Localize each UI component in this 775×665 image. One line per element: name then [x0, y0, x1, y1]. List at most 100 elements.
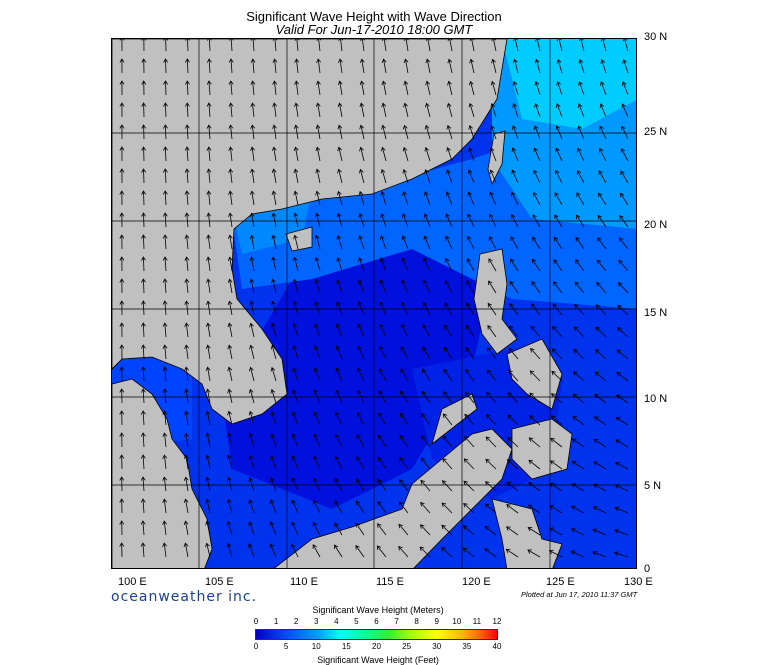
wave-arrow-head [512, 102, 517, 108]
wave-arrow [143, 234, 145, 250]
wave-arrow-head [163, 102, 168, 107]
wave-arrow-head [622, 58, 627, 64]
wave-arrow [580, 39, 585, 52]
wave-arrow-head [594, 371, 600, 376]
wave-arrow-head [399, 456, 404, 462]
wave-arrow-head [618, 259, 623, 265]
wave-arrow-head [379, 279, 385, 285]
wave-arrow [464, 436, 475, 448]
wave-arrow [142, 476, 145, 492]
plotted-timestamp: Plotted at Jun 17, 2010 11:37 GMT [521, 590, 638, 599]
wave-arrow-head [205, 388, 211, 394]
legend-meters-tick: 1 [273, 617, 279, 626]
wave-arrow-head [466, 280, 471, 285]
wave-arrow [360, 169, 365, 184]
wave-arrow [403, 191, 409, 206]
wave-arrow [270, 521, 277, 536]
wave-arrow-head [571, 460, 577, 466]
wave-arrow-head [529, 392, 534, 398]
wave-arrow [614, 529, 629, 536]
wave-arrow [377, 501, 387, 514]
wave-arrow-head [420, 501, 425, 507]
wave-map[interactable] [111, 38, 637, 569]
wave-arrow [359, 213, 365, 228]
wave-arrow-head [530, 325, 535, 331]
wave-arrow-head [381, 124, 386, 130]
wave-arrow-head [598, 192, 603, 198]
wave-arrow-head [316, 80, 321, 85]
wave-arrow-head [619, 214, 624, 220]
wave-arrow [318, 39, 321, 52]
wave-arrow [444, 324, 453, 338]
wave-arrow-head [269, 477, 275, 482]
wave-arrow [143, 212, 145, 228]
wave-arrow [463, 503, 475, 514]
wave-arrow-head [441, 546, 446, 552]
wave-arrow-head [573, 326, 579, 331]
wave-arrow-head [509, 280, 514, 286]
wave-arrow-head [336, 212, 342, 218]
wave-arrow-head [228, 212, 233, 217]
lon-label-115e: 115 E [376, 576, 404, 588]
wave-arrow [228, 477, 233, 492]
wave-arrow-head [402, 168, 408, 174]
wave-arrow-head [248, 410, 254, 416]
wave-arrow-head [270, 433, 275, 438]
lat-label-0: 0 [644, 563, 651, 575]
wave-arrow-head [599, 147, 604, 153]
wave-arrow-head [183, 498, 189, 504]
wave-arrow-head [489, 169, 495, 175]
wave-arrow-head [571, 483, 577, 488]
wave-arrow [208, 147, 211, 162]
wave-arrow-head [249, 234, 255, 240]
wave-arrow [508, 370, 519, 382]
wave-arrow [449, 39, 453, 52]
wave-arrow-head [162, 432, 168, 437]
wave-arrow [382, 103, 387, 118]
wave-arrow [599, 126, 607, 140]
wave-arrow-head [488, 236, 494, 241]
wave-arrow [465, 347, 475, 360]
wave-arrow-head [140, 366, 146, 371]
wave-arrow [360, 103, 365, 118]
wave-arrow-head [464, 413, 469, 419]
wave-arrow-head [400, 346, 405, 351]
wave-arrow [248, 543, 255, 558]
wave-arrow-head [467, 169, 473, 174]
wave-arrow-head [572, 416, 577, 421]
wave-arrow [229, 257, 233, 272]
wave-arrow-head [467, 191, 472, 197]
wave-arrow [273, 103, 277, 118]
wave-arrow [552, 303, 563, 316]
wave-arrow-head [557, 39, 562, 42]
wave-arrow [315, 257, 321, 272]
wave-arrow-head [527, 549, 532, 554]
wave-arrow-head [528, 459, 534, 465]
luzon-island [473, 248, 518, 355]
wave-arrow-head [505, 548, 511, 554]
wave-arrow [623, 59, 629, 74]
wave-arrow-head [399, 434, 404, 440]
wave-arrow [509, 325, 519, 338]
wave-arrow [249, 389, 255, 404]
wave-arrow [273, 147, 277, 162]
wave-arrow-head [205, 542, 210, 548]
wave-arrow-head [141, 212, 147, 217]
wave-arrow-head [119, 146, 125, 151]
wave-arrow-head [398, 545, 403, 551]
wave-arrow-head [162, 168, 168, 173]
map-grid [112, 39, 636, 568]
wave-arrow-head [551, 348, 557, 353]
wave-arrow [426, 103, 431, 118]
wave-arrow-head [419, 546, 425, 551]
wave-arrow-head [140, 388, 146, 393]
wave-arrow-head [593, 416, 599, 421]
wave-arrow [577, 148, 585, 162]
wave-arrow [379, 302, 387, 316]
wave-arrow [272, 213, 277, 228]
wave-arrow-head [119, 80, 125, 85]
wave-arrow [165, 102, 167, 118]
wave-arrow [535, 103, 541, 118]
wave-arrow [574, 326, 585, 338]
wave-arrow-head [489, 147, 495, 152]
